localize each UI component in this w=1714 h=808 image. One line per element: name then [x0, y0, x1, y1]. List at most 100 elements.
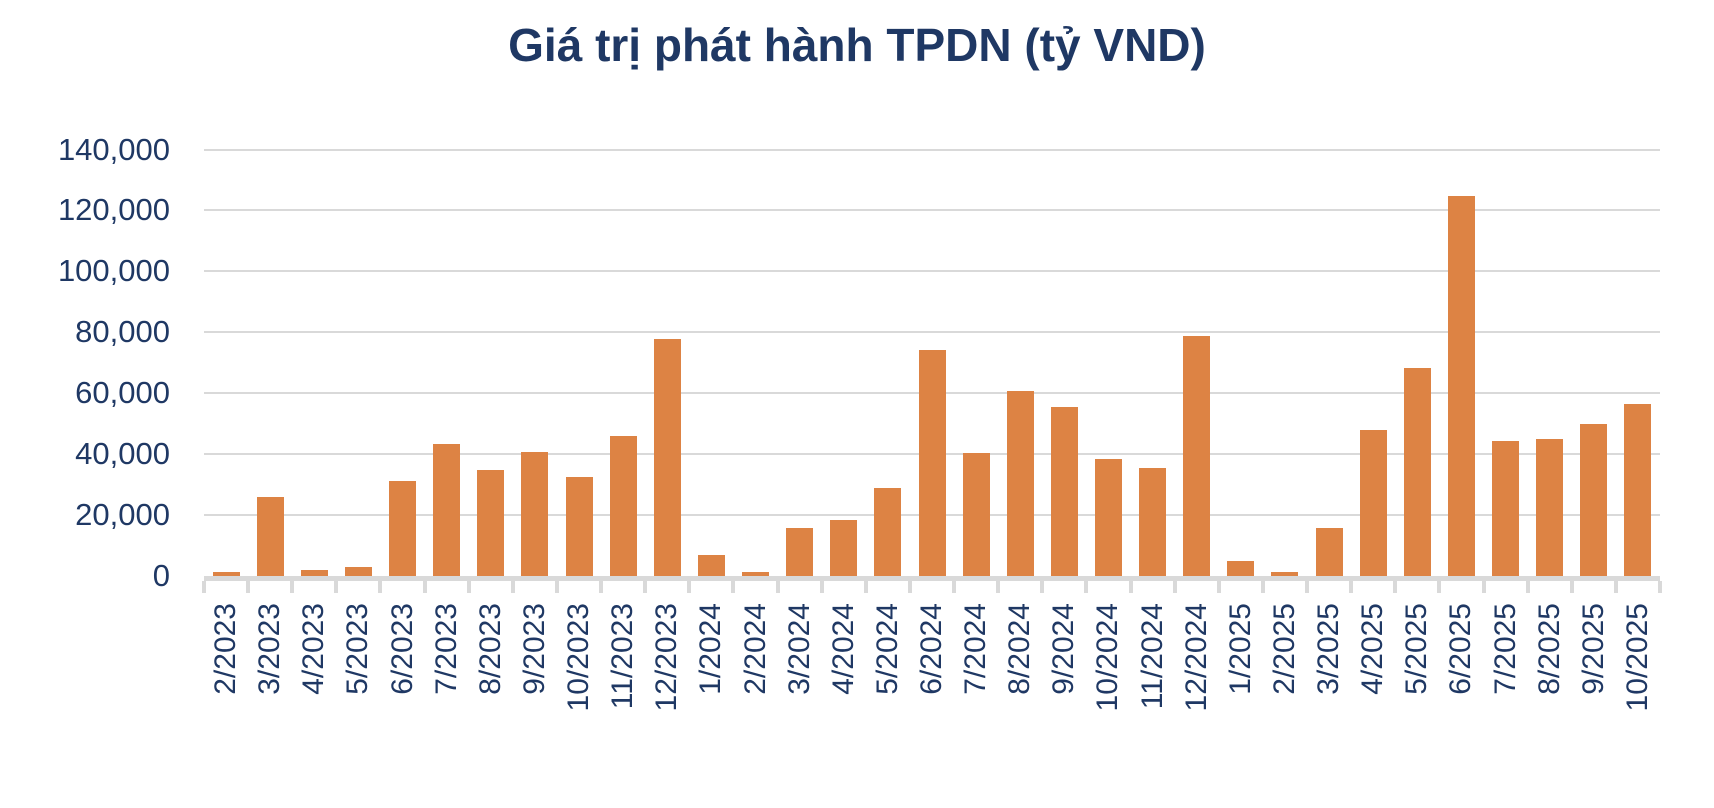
x-axis-tick — [864, 581, 868, 593]
x-axis-label: 3/2025 — [1312, 603, 1345, 695]
x-axis-tick — [731, 581, 735, 593]
x-axis-tick — [378, 581, 382, 593]
bar-3/2025 — [1316, 528, 1343, 578]
bar-1/2025 — [1227, 561, 1254, 578]
x-axis-tick — [1305, 581, 1309, 593]
x-axis-tick — [1261, 581, 1265, 593]
y-axis-label: 0 — [152, 558, 170, 593]
x-axis-tick — [599, 581, 603, 593]
x-axis-label: 5/2024 — [871, 603, 904, 695]
x-axis-tick — [202, 581, 206, 593]
bar-3/2024 — [786, 528, 813, 578]
bar-7/2023 — [433, 444, 460, 578]
x-axis-tick — [1393, 581, 1397, 593]
x-axis-label: 6/2024 — [915, 603, 948, 695]
x-axis-tick — [1658, 581, 1662, 593]
x-axis-label: 5/2025 — [1400, 603, 1433, 695]
x-axis-tick — [1526, 581, 1530, 593]
bar-8/2023 — [477, 470, 504, 578]
x-axis-tick — [776, 581, 780, 593]
bar-8/2025 — [1536, 439, 1563, 578]
bar-2/2023 — [213, 572, 240, 578]
x-axis-tick — [1084, 581, 1088, 593]
x-axis-tick — [334, 581, 338, 593]
x-axis-label: 1/2025 — [1224, 603, 1257, 695]
x-axis-tick — [1570, 581, 1574, 593]
x-axis-label: 8/2023 — [474, 603, 507, 695]
x-axis-label: 6/2025 — [1444, 603, 1477, 695]
x-axis-label: 8/2024 — [1003, 603, 1036, 695]
x-axis-label: 7/2023 — [430, 603, 463, 695]
x-axis-label: 3/2024 — [783, 603, 816, 695]
bar-1/2024 — [698, 555, 725, 578]
x-axis-tick — [290, 581, 294, 593]
bar-10/2024 — [1095, 459, 1122, 578]
x-axis-tick — [1129, 581, 1133, 593]
x-axis-label: 1/2024 — [694, 603, 727, 695]
x-axis-tick — [423, 581, 427, 593]
x-axis-tick — [511, 581, 515, 593]
bar-12/2023 — [654, 339, 681, 578]
y-axis-label: 100,000 — [57, 253, 170, 289]
x-axis-label: 2/2025 — [1268, 603, 1301, 695]
x-axis-label: 6/2023 — [386, 603, 419, 695]
x-axis-tick — [1614, 581, 1618, 593]
gridline — [204, 148, 1660, 151]
x-axis-label: 9/2024 — [1047, 603, 1080, 695]
bar-9/2023 — [521, 452, 548, 578]
bar-5/2023 — [345, 567, 372, 578]
x-axis-tick — [908, 581, 912, 593]
bar-11/2023 — [610, 436, 637, 578]
x-axis-label: 8/2025 — [1533, 603, 1566, 695]
x-axis-label: 2/2023 — [209, 603, 242, 695]
x-axis-tick — [555, 581, 559, 593]
y-axis-label: 20,000 — [75, 497, 170, 533]
gridline — [204, 270, 1660, 273]
x-axis-tick — [1217, 581, 1221, 593]
x-axis-label: 10/2024 — [1091, 603, 1124, 712]
bar-9/2025 — [1580, 424, 1607, 578]
x-axis-label: 4/2025 — [1356, 603, 1389, 695]
bar-6/2025 — [1448, 196, 1475, 578]
x-axis-label: 10/2025 — [1621, 603, 1654, 712]
x-axis-tick — [467, 581, 471, 593]
y-axis-label: 40,000 — [75, 436, 170, 472]
x-axis-label: 9/2025 — [1577, 603, 1610, 695]
bar-3/2023 — [257, 497, 284, 578]
x-axis-tick — [952, 581, 956, 593]
x-axis-label: 7/2024 — [959, 603, 992, 695]
x-axis-label: 2/2024 — [739, 603, 772, 695]
bar-6/2024 — [919, 350, 946, 578]
chart-title: Giá trị phát hành TPDN (tỷ VND) — [508, 19, 1206, 71]
bar-4/2024 — [830, 520, 857, 578]
bar-10/2023 — [566, 477, 593, 578]
y-axis-label: 80,000 — [75, 314, 170, 350]
x-axis-tick — [246, 581, 250, 593]
x-axis-label: 7/2025 — [1489, 603, 1522, 695]
bar-7/2025 — [1492, 441, 1519, 578]
x-axis-tick — [1173, 581, 1177, 593]
bar-7/2024 — [963, 453, 990, 578]
x-axis-tick — [643, 581, 647, 593]
x-axis-tick — [996, 581, 1000, 593]
bar-4/2023 — [301, 570, 328, 578]
bar-8/2024 — [1007, 391, 1034, 578]
x-axis-tick — [1437, 581, 1441, 593]
bar-2/2025 — [1271, 572, 1298, 578]
x-axis-line — [204, 576, 1660, 581]
bar-5/2025 — [1404, 368, 1431, 578]
y-axis-label: 60,000 — [75, 375, 170, 411]
x-axis-tick — [1040, 581, 1044, 593]
x-axis-label: 12/2023 — [650, 603, 683, 712]
x-axis-label: 5/2023 — [341, 603, 374, 695]
bar-5/2024 — [874, 488, 901, 578]
x-axis-label: 11/2023 — [606, 603, 639, 710]
x-axis-label: 12/2024 — [1180, 603, 1213, 712]
bar-12/2024 — [1183, 336, 1210, 578]
x-axis-tick — [1349, 581, 1353, 593]
bar-11/2024 — [1139, 468, 1166, 578]
x-axis-label: 10/2023 — [562, 603, 595, 712]
x-axis-label: 4/2024 — [827, 603, 860, 695]
